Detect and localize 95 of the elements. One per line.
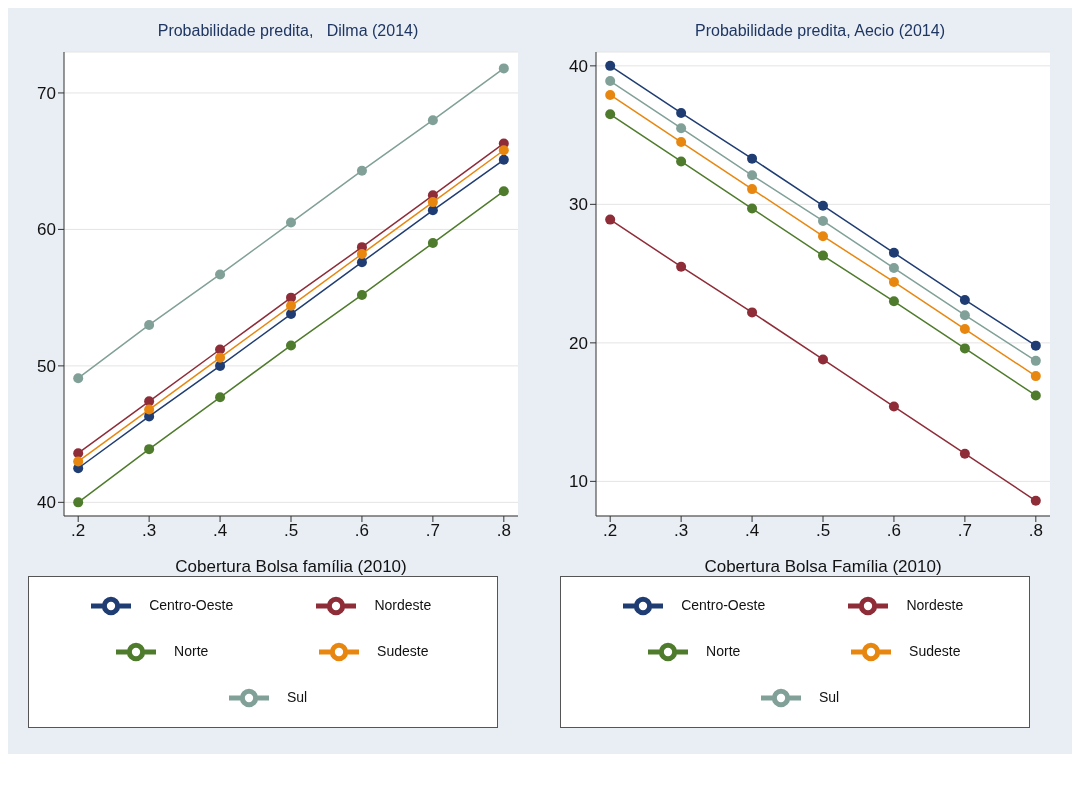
point bbox=[73, 448, 84, 459]
point bbox=[144, 444, 155, 455]
x-tick-label: .3 bbox=[674, 521, 689, 541]
point bbox=[1030, 355, 1041, 366]
point bbox=[818, 250, 828, 261]
point bbox=[605, 76, 616, 87]
x-tick-label: .2 bbox=[603, 521, 618, 541]
point bbox=[676, 261, 687, 272]
point bbox=[959, 343, 970, 354]
x-tick-label: .5 bbox=[815, 521, 831, 541]
x-tick-label: .6 bbox=[886, 521, 902, 541]
point bbox=[605, 109, 616, 120]
point bbox=[888, 247, 899, 258]
point bbox=[1030, 340, 1041, 351]
point bbox=[1030, 390, 1041, 401]
legend-label: Sul bbox=[286, 688, 308, 705]
y-tick-label: 70 bbox=[37, 83, 56, 103]
point bbox=[888, 296, 899, 307]
point bbox=[498, 63, 509, 74]
point bbox=[427, 115, 438, 126]
point bbox=[959, 310, 970, 321]
point bbox=[959, 448, 970, 459]
point bbox=[676, 107, 687, 118]
point bbox=[747, 170, 758, 181]
legend-label: Norte bbox=[174, 642, 209, 659]
point bbox=[427, 238, 438, 249]
point bbox=[286, 217, 296, 228]
point bbox=[498, 154, 509, 165]
point bbox=[676, 156, 687, 167]
point bbox=[286, 340, 296, 351]
point bbox=[605, 89, 616, 100]
point bbox=[144, 396, 155, 407]
point bbox=[888, 263, 899, 274]
chart-title: Probabilidade predita, Aecio (2014) bbox=[694, 22, 946, 40]
point bbox=[286, 300, 296, 311]
x-axis-title: Cobertura Bolsa família (2010) bbox=[175, 557, 407, 576]
point bbox=[747, 203, 758, 214]
point bbox=[747, 184, 758, 195]
y-tick-label: 60 bbox=[37, 220, 56, 240]
point bbox=[427, 197, 438, 208]
x-axis-title: Cobertura Bolsa Família (2010) bbox=[704, 557, 942, 576]
x-tick-label: .5 bbox=[283, 521, 299, 541]
point bbox=[747, 307, 758, 318]
point bbox=[605, 214, 616, 225]
y-tick-label: 30 bbox=[569, 195, 588, 215]
y-tick-label: 50 bbox=[37, 356, 56, 376]
point bbox=[73, 373, 84, 384]
y-tick-label: 40 bbox=[37, 493, 56, 513]
point bbox=[498, 186, 509, 197]
point bbox=[215, 392, 226, 403]
point bbox=[144, 319, 155, 330]
point bbox=[818, 200, 828, 211]
legend-label: Centro-Oeste bbox=[149, 596, 234, 613]
y-tick-label: 10 bbox=[569, 472, 588, 492]
point bbox=[676, 123, 687, 134]
x-tick-label: .6 bbox=[354, 521, 370, 541]
point bbox=[215, 269, 226, 280]
point bbox=[818, 354, 828, 365]
point bbox=[1030, 371, 1041, 382]
point bbox=[1030, 495, 1041, 506]
point bbox=[73, 456, 84, 467]
point bbox=[959, 294, 970, 305]
point bbox=[959, 324, 970, 335]
legend-label: Nordeste bbox=[374, 596, 432, 613]
chart-title: Probabilidade predita, Dilma (2014) bbox=[156, 22, 420, 40]
point bbox=[215, 352, 226, 363]
point bbox=[144, 404, 155, 415]
point bbox=[498, 145, 509, 156]
point bbox=[888, 401, 899, 412]
legend-label: Centro-Oeste bbox=[681, 596, 766, 613]
x-tick-label: .4 bbox=[744, 521, 760, 541]
legend-label: Norte bbox=[706, 642, 741, 659]
point bbox=[356, 165, 367, 176]
y-tick-label: 20 bbox=[569, 333, 588, 353]
point bbox=[356, 248, 367, 259]
legend-label: Nordeste bbox=[906, 596, 964, 613]
x-tick-label: .4 bbox=[212, 521, 228, 541]
x-tick-label: .3 bbox=[142, 521, 157, 541]
point bbox=[605, 60, 616, 71]
x-tick-label: .8 bbox=[496, 521, 511, 541]
legend-label: Sudeste bbox=[377, 642, 429, 659]
point bbox=[73, 497, 84, 508]
legend-label: Sul bbox=[818, 688, 840, 705]
x-tick-label: .7 bbox=[425, 521, 440, 541]
x-tick-label: .7 bbox=[957, 521, 972, 541]
point bbox=[888, 276, 899, 287]
point bbox=[818, 215, 828, 226]
point bbox=[676, 137, 687, 148]
point bbox=[747, 153, 758, 164]
legend-label: Sudeste bbox=[909, 642, 961, 659]
point bbox=[818, 231, 828, 242]
point bbox=[356, 289, 367, 300]
y-tick-label: 40 bbox=[569, 56, 588, 76]
x-tick-label: .2 bbox=[71, 521, 86, 541]
x-tick-label: .8 bbox=[1028, 521, 1043, 541]
